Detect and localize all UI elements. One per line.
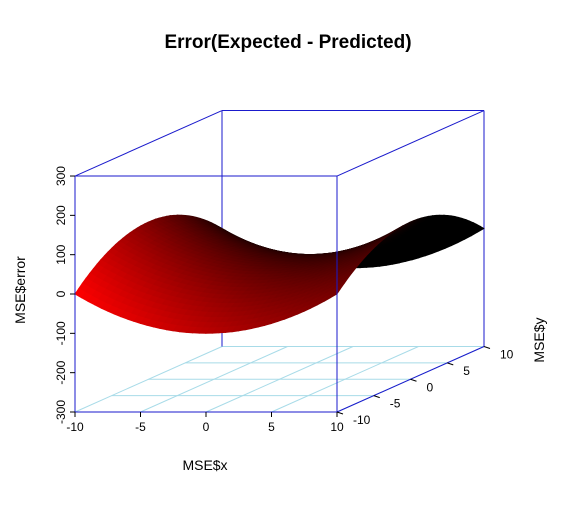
box-edge xyxy=(74,110,223,177)
x-tick-label: 5 xyxy=(268,420,275,434)
y-tick-label: -5 xyxy=(390,397,401,411)
x-axis-label: MSE$x xyxy=(182,457,227,473)
z-tick-label: -200 xyxy=(54,360,68,384)
x-tick-label: -10 xyxy=(66,420,84,434)
y-tick xyxy=(373,395,380,399)
x-tick-label: 10 xyxy=(330,420,344,434)
y-tick xyxy=(447,362,454,366)
x-tick-label: -5 xyxy=(135,420,146,434)
y-tick-label: 10 xyxy=(500,348,514,362)
y-tick xyxy=(483,346,491,349)
chart-title: Error(Expected - Predicted) xyxy=(164,32,411,53)
floor-grid xyxy=(74,346,485,413)
x-tick-label: 0 xyxy=(203,420,210,434)
z-tick-label: -100 xyxy=(54,321,68,345)
z-tick-label: 200 xyxy=(54,205,68,225)
y-tick-label: -10 xyxy=(353,413,371,427)
y-tick-label: 0 xyxy=(427,380,434,394)
y-tick xyxy=(336,411,344,415)
z-tick-label: -300 xyxy=(54,400,68,424)
surface-mesh xyxy=(74,214,485,334)
z-tick-label: 100 xyxy=(54,244,68,264)
y-tick xyxy=(410,378,417,382)
surface-facet xyxy=(330,288,342,299)
y-axis-label: MSE$y xyxy=(531,317,547,362)
z-tick-label: 0 xyxy=(54,290,68,297)
z-tick-label: 300 xyxy=(54,166,68,186)
y-tick-label: 5 xyxy=(463,364,470,378)
box-edge xyxy=(336,110,485,177)
floor-grid-line xyxy=(271,346,419,413)
z-axis-label: MSE$error xyxy=(12,256,28,324)
axis-ticks: -10 -5 0 5 10 -300 -200 -100 0 100 200 300 -10 -5 0 5 10 xyxy=(54,166,514,434)
